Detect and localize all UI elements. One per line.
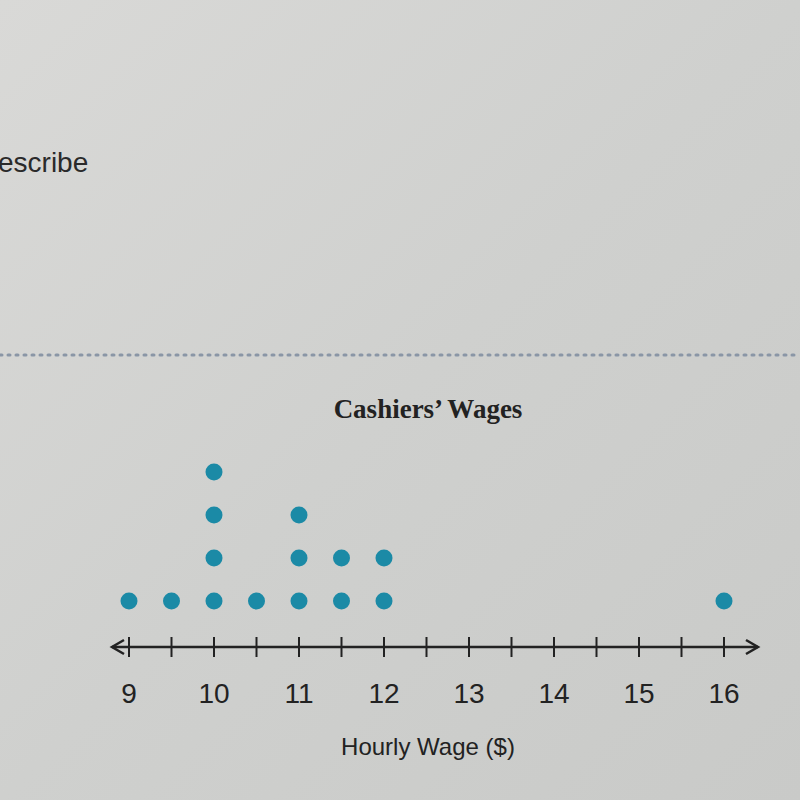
tick [256, 637, 258, 657]
tick [468, 637, 470, 657]
tick-label: 11 [284, 678, 313, 709]
tick-label: 15 [623, 678, 654, 709]
dot [716, 593, 733, 610]
tick [128, 637, 130, 657]
dot [291, 550, 308, 567]
tick [638, 637, 640, 657]
axis-arrow [112, 640, 124, 654]
dot [376, 550, 393, 567]
tick [596, 637, 598, 657]
tick-label: 13 [453, 678, 484, 709]
dot [333, 593, 350, 610]
x-axis-label: Hourly Wage ($) [341, 733, 515, 760]
dot [291, 593, 308, 610]
dot [121, 593, 138, 610]
title: Cashiers’ Wages [334, 394, 523, 424]
tick-label: 14 [538, 678, 569, 709]
tick [681, 637, 683, 657]
tick [171, 637, 173, 657]
tick [383, 637, 385, 657]
dot [206, 593, 223, 610]
figure: escribe Cashiers’ Wages 9 10 11 12 13 14 15 16 Hou… [0, 0, 800, 800]
dot [206, 464, 223, 481]
tick [723, 637, 725, 657]
dots [121, 464, 733, 610]
page: escribe Cashiers’ Wages 9 10 11 12 13 14 15 16 Hou… [0, 0, 800, 800]
tick [511, 637, 513, 657]
dot [248, 593, 265, 610]
separator [0, 354, 800, 357]
tick [341, 637, 343, 657]
x-axis [112, 646, 758, 649]
page-text: escribe [0, 147, 88, 178]
dot [333, 550, 350, 567]
tick [426, 637, 428, 657]
tick-label: 12 [368, 678, 399, 709]
axis-arrow [746, 640, 758, 654]
dot [376, 593, 393, 610]
dot [291, 507, 308, 524]
dot [163, 593, 180, 610]
tick-label: 9 [121, 678, 137, 709]
dot [206, 550, 223, 567]
tick [213, 637, 215, 657]
tick [298, 637, 300, 657]
tick-label: 10 [198, 678, 229, 709]
tick [553, 637, 555, 657]
dot [206, 507, 223, 524]
tick-label: 16 [708, 678, 739, 709]
